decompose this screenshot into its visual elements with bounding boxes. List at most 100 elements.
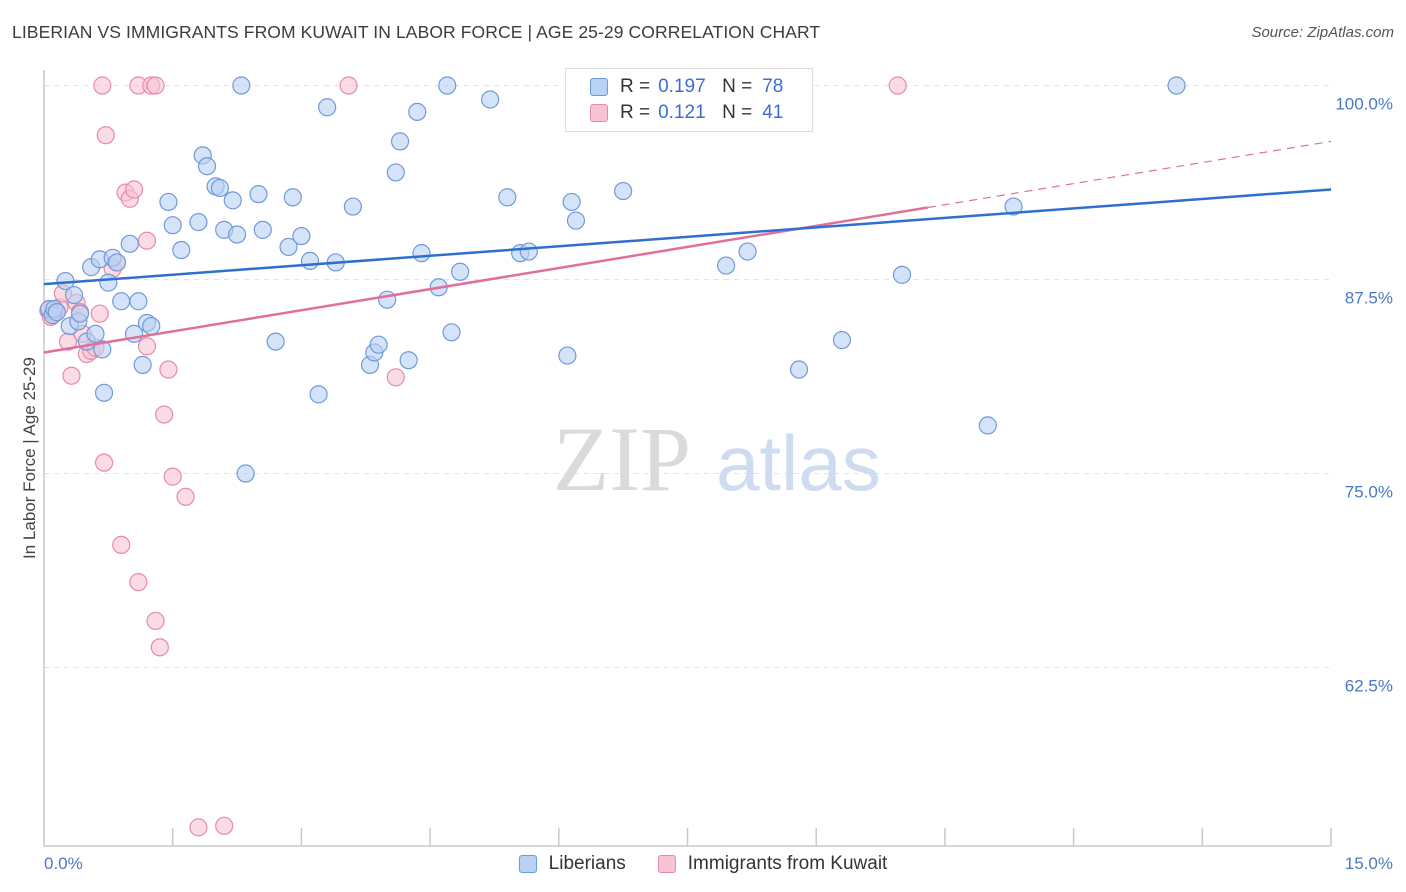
data-point (438, 76, 457, 95)
data-point (155, 405, 174, 424)
series-liberians-points (40, 76, 1186, 483)
data-point (189, 212, 208, 232)
source-label: Source: ZipAtlas.com (1251, 24, 1394, 41)
data-point (70, 304, 90, 323)
series-legend: Liberians Immigrants from Kuwait (0, 850, 1406, 878)
kuwait-trend-line (43, 206, 928, 354)
data-point (1004, 197, 1023, 216)
data-point (112, 535, 131, 555)
data-point (90, 304, 109, 323)
watermark-atlas: atlas (716, 419, 881, 507)
data-point (292, 226, 311, 246)
data-point (215, 816, 234, 835)
x-tick-label: 0.0% (44, 854, 83, 873)
data-point (832, 330, 852, 350)
data-point (223, 191, 242, 210)
data-point (498, 188, 517, 207)
stats-legend: R = 0.197 N = 78 R = 0.121 N = 41 (565, 68, 813, 132)
n-label: N = (722, 76, 753, 97)
data-point (86, 324, 105, 343)
data-point (614, 181, 633, 201)
data-point (129, 292, 148, 311)
data-point (717, 256, 736, 275)
data-point (93, 340, 112, 359)
data-point (318, 98, 337, 117)
data-point (283, 188, 302, 207)
data-point (562, 192, 581, 212)
data-point (124, 180, 144, 199)
data-point (107, 253, 127, 272)
data-point (738, 242, 757, 261)
data-point (137, 231, 157, 250)
data-point (519, 242, 538, 261)
data-point (481, 90, 500, 109)
data-point (94, 453, 114, 472)
data-point (189, 818, 208, 837)
y-tick-labels: 100.0% 87.5% 75.0% 62.5% (1335, 95, 1393, 696)
data-point (120, 234, 139, 253)
data-point (888, 76, 907, 95)
data-point (451, 262, 470, 281)
data-point (232, 76, 251, 95)
data-point (112, 292, 131, 311)
kuwait-trend-line-extension (927, 140, 1332, 209)
n-value: 41 (762, 102, 784, 123)
data-point (176, 487, 195, 506)
data-point (892, 265, 912, 284)
data-point (558, 346, 577, 365)
data-point (789, 360, 809, 379)
chart-title: LIBERIAN VS IMMIGRANTS FROM KUWAIT IN LA… (12, 22, 821, 42)
stats-row-liberians: R = 0.197 N = 78 (590, 74, 783, 100)
data-point (412, 244, 431, 263)
x-tick-labels: 0.0% 15.0% (44, 854, 1393, 873)
data-point (99, 273, 118, 292)
data-point (197, 157, 217, 176)
stats-row-kuwait: R = 0.121 N = 41 (590, 100, 783, 126)
legend-item-liberians: Liberians (518, 853, 626, 875)
data-point (150, 638, 169, 657)
data-point (62, 366, 81, 385)
data-point (399, 351, 418, 370)
data-point (159, 360, 178, 379)
r-value: 0.121 (658, 102, 706, 123)
liberians-trend-line (43, 188, 1332, 286)
legend-label: Liberians (548, 853, 626, 874)
trend-lines (43, 140, 1332, 354)
r-value: 0.197 (658, 76, 706, 97)
data-point (159, 192, 178, 212)
watermark: ZIP atlas (553, 408, 881, 510)
n-label: N = (722, 102, 753, 123)
data-point (172, 240, 191, 260)
watermark-zip: ZIP (553, 408, 691, 510)
data-point (408, 102, 427, 122)
liberians-swatch (518, 855, 537, 873)
data-point (378, 290, 397, 309)
data-point (442, 323, 461, 342)
data-point (978, 416, 997, 435)
kuwait-swatch (657, 855, 676, 873)
y-axis-label: In Labor Force | Age 25-29 (20, 357, 39, 559)
n-value: 78 (762, 76, 784, 97)
data-point (300, 251, 320, 270)
data-point (146, 611, 165, 631)
legend-item-kuwait: Immigrants from Kuwait (657, 853, 888, 875)
x-tick-label: 15.0% (1345, 854, 1393, 873)
data-point (343, 197, 362, 216)
r-label: R = (620, 76, 651, 97)
y-tick-label: 100.0% (1335, 95, 1393, 114)
data-point (1167, 76, 1186, 95)
data-point (227, 225, 247, 244)
data-point (566, 211, 586, 230)
liberians-swatch (590, 78, 608, 96)
data-point (210, 178, 229, 198)
legend-label: Immigrants from Kuwait (687, 853, 888, 874)
data-point (93, 76, 112, 95)
data-point (386, 368, 405, 387)
data-point (390, 132, 410, 151)
y-tick-label: 62.5% (1345, 677, 1393, 696)
y-tick-label: 87.5% (1345, 289, 1393, 308)
data-point (47, 303, 66, 322)
data-point (266, 332, 285, 351)
data-point (163, 216, 182, 235)
